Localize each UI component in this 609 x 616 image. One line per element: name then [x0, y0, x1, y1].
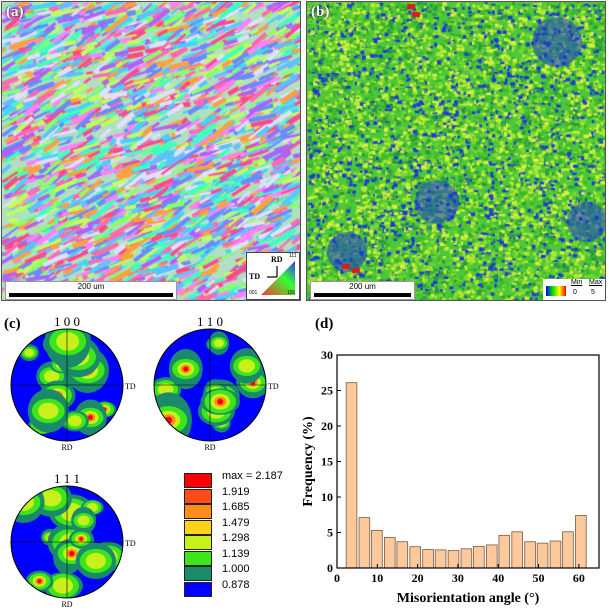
corner-111: 111 — [289, 253, 297, 259]
x-tick-label: 50 — [533, 571, 545, 585]
y-tick-label: 5 — [327, 526, 333, 540]
pole-figure-title: 1 0 0 — [54, 314, 80, 329]
histogram-bar — [524, 541, 536, 569]
td-label: TD — [268, 382, 279, 391]
misorientation-histogram: 0 10 20 30 40 50 60 0 5 10 15 20 25 30 Misorientation … — [301, 348, 600, 606]
histogram-bar — [562, 531, 574, 569]
panel-label-a: (a) — [6, 4, 24, 20]
scale-bar-b: 200 um — [310, 281, 415, 300]
histogram-bar — [511, 531, 523, 569]
legend-label: 1.919 — [222, 485, 250, 498]
legend-label: 1.000 — [222, 563, 250, 575]
histogram-bar — [396, 541, 409, 569]
y-axis-label: Frequency (%) — [301, 416, 316, 507]
td-label: TD — [125, 539, 136, 548]
histogram-bar — [575, 515, 587, 569]
legend-swatch — [184, 566, 212, 581]
ipf-orientation-map — [1, 1, 301, 301]
histogram-bar — [447, 550, 460, 569]
legend-swatch — [184, 488, 212, 504]
histogram-bar — [358, 517, 371, 569]
y-tick-label: 15 — [321, 455, 333, 469]
pole-figure-1: 1 0 0 TD RD — [10, 314, 136, 452]
pole-figure-2: 1 1 0 TD RD — [153, 314, 279, 452]
x-tick-label: 60 — [573, 571, 585, 585]
panel-label-b: (b) — [311, 4, 330, 20]
x-tick-label: 0 — [334, 571, 340, 585]
corner-101: 101 — [287, 290, 296, 296]
histogram-bar — [460, 548, 473, 569]
histogram-bar — [422, 549, 434, 569]
pole-figures: 1 0 0 TD RD 1 1 0 TD RD 1 1 1 TD RD — [10, 314, 279, 609]
x-axis-label: Misorientation angle (°) — [397, 591, 540, 606]
rd-label: RD — [61, 600, 72, 609]
pole-figure-3: 1 1 1 TD RD — [10, 471, 136, 609]
histogram-bar — [486, 544, 498, 569]
legend-swatch — [184, 550, 212, 566]
y-tick-label: 20 — [321, 419, 333, 433]
x-tick-label: 10 — [371, 571, 383, 585]
corner-001: 001 — [249, 290, 258, 296]
ipf-color-key: RD TD 001 101 111 — [246, 252, 300, 300]
legend-label: 0.878 — [222, 578, 250, 591]
td-label: TD — [125, 382, 136, 391]
x-tick-label: 30 — [452, 571, 464, 585]
histogram-bar — [498, 534, 511, 569]
pole-figure-legend: max = 2.187 1.919 1.685 1.479 1.298 1.139 1.00… — [178, 470, 298, 613]
legend-label: 1.298 — [222, 532, 250, 544]
kam-max-label: Max — [589, 279, 603, 286]
kam-min-label: Min — [571, 279, 583, 286]
histogram-bar — [384, 537, 396, 569]
legend-label: 1.479 — [222, 516, 250, 529]
legend-swatch — [184, 519, 212, 535]
scale-bar-label: 200 um — [349, 282, 376, 291]
rd-axis-label: RD — [271, 255, 283, 264]
legend-label: max = 2.187 — [222, 470, 283, 482]
legend-label: 1.139 — [222, 547, 250, 560]
legend-swatch — [184, 473, 212, 488]
legend-swatch — [184, 581, 212, 597]
histogram-bar — [409, 546, 421, 569]
scale-bar-label: 200 um — [77, 282, 105, 291]
y-tick-label: 30 — [321, 348, 333, 362]
histogram-bar — [473, 545, 485, 569]
rd-label: RD — [61, 443, 72, 452]
kam-max-value: 5 — [591, 289, 595, 296]
histogram-bar — [345, 382, 358, 569]
scale-bar-a: 200 um — [5, 281, 177, 300]
y-tick-label: 25 — [321, 384, 333, 398]
td-axis-label: TD — [249, 272, 261, 281]
legend-swatch — [184, 535, 212, 550]
panel-label-d: (d) — [315, 316, 334, 332]
legend-label: 1.685 — [222, 501, 250, 513]
panel-label-c: (c) — [4, 316, 21, 332]
rd-label: RD — [204, 443, 215, 452]
kam-min-value: 0 — [573, 289, 577, 296]
histogram-bar — [371, 529, 383, 569]
pole-figure-title: 1 1 0 — [197, 314, 223, 329]
kam-color-scale — [546, 286, 566, 296]
y-tick-label: 10 — [321, 490, 333, 504]
histogram-bar — [549, 540, 562, 569]
x-tick-label: 20 — [412, 571, 424, 585]
y-tick-label: 0 — [327, 561, 333, 575]
kam-legend: Min Max 0 5 — [543, 279, 605, 300]
legend-swatch — [184, 504, 212, 519]
histogram-bar — [434, 549, 447, 569]
x-tick-label: 40 — [492, 571, 504, 585]
pole-figure-title: 1 1 1 — [54, 471, 80, 486]
kam-map — [306, 1, 606, 301]
